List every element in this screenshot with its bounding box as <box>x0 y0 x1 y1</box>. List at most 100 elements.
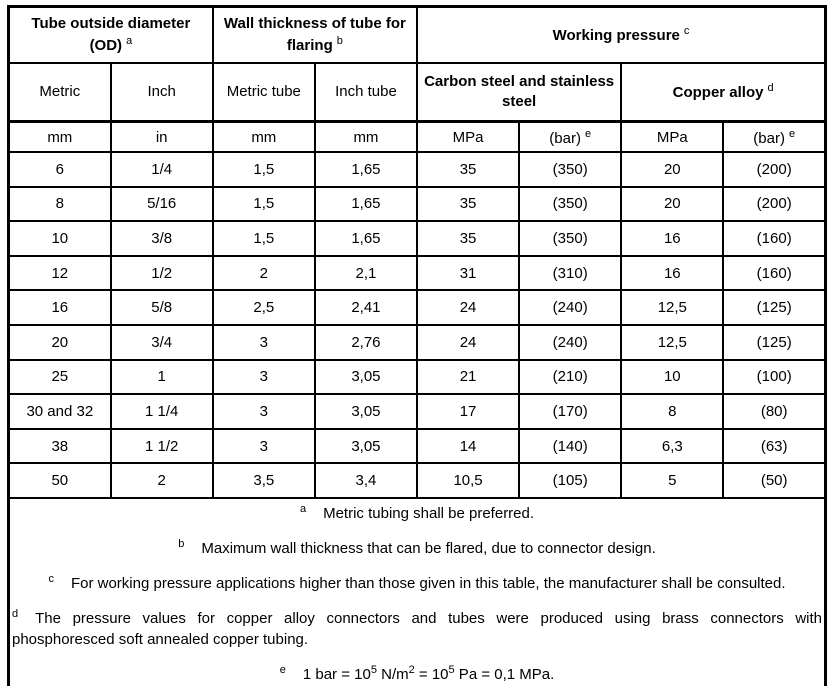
table-cell: (160) <box>722 220 827 257</box>
table-cell: 12,5 <box>620 323 725 361</box>
table-cell: 1/2 <box>109 254 214 292</box>
table-cell: 31 <box>415 254 521 292</box>
table-cell: 1,5 <box>211 151 316 188</box>
table-cell: (240) <box>518 323 623 361</box>
table-cell: 1,5 <box>211 220 316 257</box>
table-cell: (210) <box>518 358 623 396</box>
table-row: 6 1/4 1,5 1,65 35 (350) 20 (200) <box>7 151 827 188</box>
table-cell: 5/8 <box>109 289 214 326</box>
table-cell: 3,5 <box>211 462 316 499</box>
table-cell: 2 <box>109 462 214 499</box>
table-cell: 3,4 <box>313 462 419 499</box>
table-cell: 3 <box>211 427 316 465</box>
table-cell: 3/8 <box>109 220 214 257</box>
footnote-a: a Metric tubing shall be preferred. <box>299 502 535 522</box>
table-cell: 3,05 <box>313 427 419 465</box>
table-cell: (350) <box>518 151 623 188</box>
table-cell: 1,65 <box>313 185 419 223</box>
table-cell: 1 1/4 <box>109 393 214 430</box>
col-header-copper-alloy-label: Copper alloy <box>672 83 764 101</box>
col-header-inch-tube: Inch tube <box>313 62 419 123</box>
col-header-inch: Inch <box>109 62 214 123</box>
col-header-wall-thickness-label: Wall thickness of tube for flaring <box>223 14 406 54</box>
table-row: 50 2 3,5 3,4 10,5 (105) 5 (50) <box>7 462 827 499</box>
footnote-d: d The pressure values for copper alloy co… <box>12 607 822 648</box>
table-cell: (100) <box>722 358 827 396</box>
table-cell: (350) <box>518 185 623 223</box>
table-header: Tube outside diameter (OD) a Wall thickne… <box>7 5 827 153</box>
table-cell: 20 <box>620 185 725 223</box>
table-cell: 24 <box>415 289 521 326</box>
superscript: 5 <box>370 663 377 676</box>
table-cell: 20 <box>7 323 112 361</box>
col-header-metric-tube: Metric tube <box>211 62 316 123</box>
footnote-marker-a: a <box>299 502 307 515</box>
table-row: 12 1/2 2 2,1 31 (310) 16 (160) <box>7 254 827 292</box>
unit-mpa-copper: MPa <box>620 120 725 153</box>
table-cell: 3,05 <box>313 358 419 396</box>
table-cell: 2,1 <box>313 254 419 292</box>
table-row: 38 1 1/2 3 3,05 14 (140) 6,3 (63) <box>7 427 827 465</box>
footnote-ref-a: a <box>126 35 133 47</box>
table-cell: 2 <box>211 254 316 292</box>
table-cell: 35 <box>415 185 521 223</box>
table-cell: (63) <box>722 427 827 465</box>
table-row: 30 and 32 1 1/4 3 3,05 17 (170) 8 (80) <box>7 393 827 430</box>
table-cell: 2,41 <box>313 289 419 326</box>
table-cell: 2,76 <box>313 323 419 361</box>
unit-bar-steel: (bar) e <box>518 120 623 153</box>
col-header-copper-alloy: Copper alloy d <box>620 62 827 123</box>
unit-bar-copper-label: (bar) <box>753 129 785 147</box>
table-footer: a Metric tubing shall be preferred. b Maxim… <box>7 496 827 686</box>
table-cell: 3 <box>211 393 316 430</box>
table-cell: (200) <box>722 185 827 223</box>
table-cell: 1 <box>109 358 214 396</box>
table-cell: 1,65 <box>313 151 419 188</box>
superscript: 5 <box>448 663 455 676</box>
table-row: 20 3/4 3 2,76 24 (240) 12,5 (125) <box>7 323 827 361</box>
table-row: 25 1 3 3,05 21 (210) 10 (100) <box>7 358 827 396</box>
table-cell: 16 <box>620 220 725 257</box>
table-cell: (240) <box>518 289 623 326</box>
table-cell: 35 <box>415 151 521 188</box>
footnotes: a Metric tubing shall be preferred. b Maxim… <box>7 496 827 686</box>
table-cell: (200) <box>722 151 827 188</box>
unit-mm-metric-tube: mm <box>211 120 316 153</box>
header-sub-row: Metric Inch Metric tube Inch tube Carbon… <box>7 62 827 123</box>
footnote-marker-d: d <box>12 607 19 620</box>
col-header-wall-thickness: Wall thickness of tube for flaring b <box>211 5 419 64</box>
footnote-ref-b: b <box>336 35 343 47</box>
unit-mm-inch-tube: mm <box>313 120 419 153</box>
table-cell: 10 <box>7 220 112 257</box>
table-cell: 24 <box>415 323 521 361</box>
col-header-working-pressure-label: Working pressure <box>552 26 680 44</box>
footnote-marker-e: e <box>279 663 286 676</box>
table-cell: 12,5 <box>620 289 725 326</box>
header-units-row: mm in mm mm MPa (bar) e MPa (bar) e <box>7 120 827 153</box>
col-header-carbon-steel: Carbon steel and stainless steel <box>415 62 623 123</box>
table-row: 16 5/8 2,5 2,41 24 (240) 12,5 (125) <box>7 289 827 326</box>
unit-in: in <box>109 120 214 153</box>
table-cell: 6,3 <box>620 427 725 465</box>
table-cell: 30 and 32 <box>7 393 112 430</box>
unit-bar-copper: (bar) e <box>722 120 827 153</box>
footnote-ref-e: e <box>788 127 796 140</box>
unit-bar-steel-label: (bar) <box>549 129 581 147</box>
footnote-row: a Metric tubing shall be preferred. b Maxim… <box>7 496 827 686</box>
table-cell: 1,65 <box>313 220 419 257</box>
table-cell: (310) <box>518 254 623 292</box>
footnote-c: c For working pressure applications highe… <box>48 572 786 592</box>
col-header-working-pressure: Working pressure c <box>416 5 827 64</box>
table-cell: 5 <box>620 462 725 499</box>
table-row: 10 3/8 1,5 1,65 35 (350) 16 (160) <box>7 220 827 257</box>
table-cell: 8 <box>620 393 725 430</box>
table-cell: (125) <box>722 323 827 361</box>
superscript: 2 <box>408 663 415 676</box>
table-cell: 25 <box>7 358 112 396</box>
footnote-ref-d: d <box>767 81 774 94</box>
table-cell: 10 <box>620 358 725 396</box>
table-cell: (50) <box>722 462 827 499</box>
table-cell: 3/4 <box>109 323 214 361</box>
